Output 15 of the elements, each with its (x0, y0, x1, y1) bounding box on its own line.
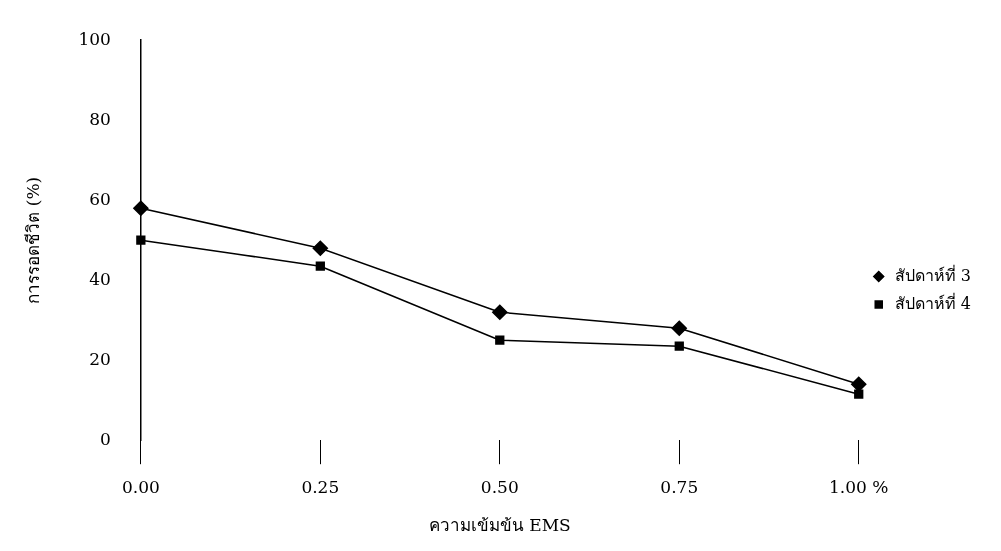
x-tick-label: 1.00 % (829, 476, 889, 497)
y-tick-label: 80 (89, 108, 111, 129)
x-axis-title: ความเข้มข้น EMS (428, 515, 571, 536)
y-tick-label: 40 (89, 268, 111, 289)
x-tick-label: 0.50 (480, 476, 519, 497)
legend-label: สัปดาห์ที่ 3 (894, 263, 971, 285)
x-tick-label: 0.75 (660, 476, 699, 497)
x-tick-label: 0.25 (301, 476, 340, 497)
y-tick-label: 60 (89, 188, 111, 209)
y-axis-title: การรอดชีวิต (%) (22, 176, 43, 304)
x-tick-label: 0.00 (121, 476, 160, 497)
legend-label: สัปดาห์ที่ 4 (894, 291, 971, 313)
y-tick-label: 100 (78, 28, 111, 49)
y-tick-label: 0 (100, 428, 111, 449)
y-tick-label: 20 (89, 348, 111, 369)
